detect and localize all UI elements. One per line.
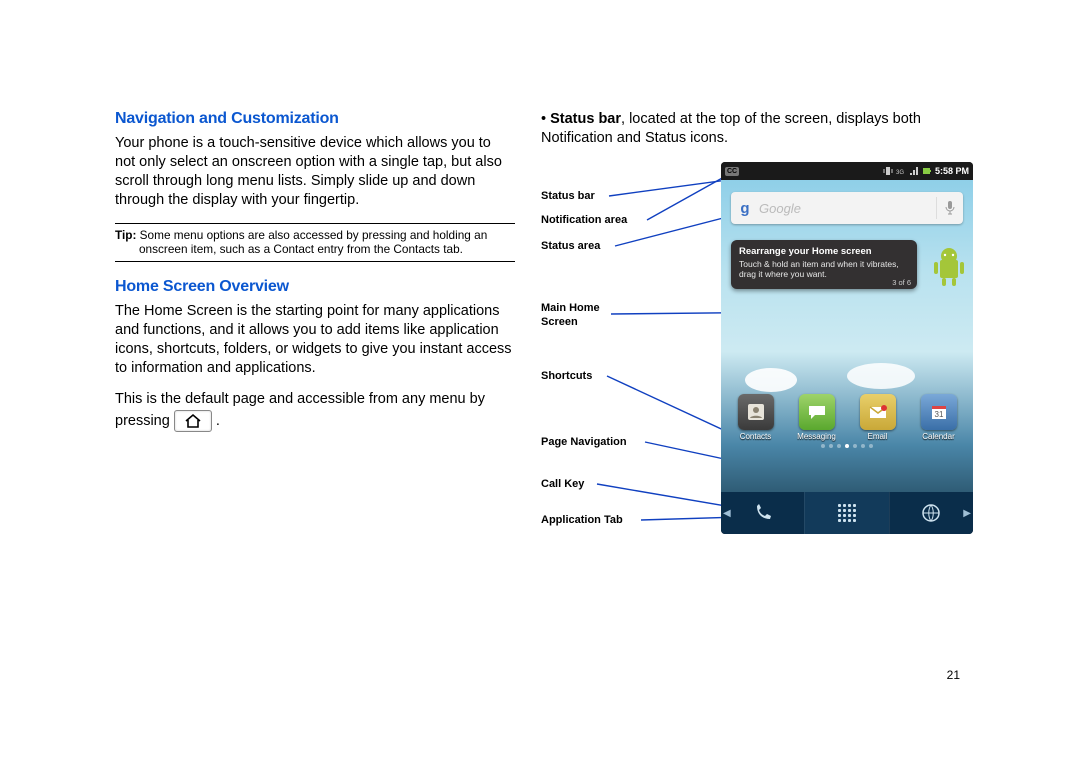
google-g-icon: g xyxy=(731,200,759,217)
shortcut-row: Contacts Messaging Email 31 xyxy=(721,390,973,444)
shortcut-label: Email xyxy=(867,432,887,441)
tip-box: Tip: Some menu options are also accessed… xyxy=(115,223,515,262)
clock-text: 5:58 PM xyxy=(935,166,969,176)
phone-mockup: CC 3G 5:58 PM g Google xyxy=(721,162,973,534)
browser-icon xyxy=(920,502,942,524)
vibrate-icon xyxy=(883,166,893,176)
status-bar-bullet: • Status bar, located at the top of the … xyxy=(541,110,975,148)
shortcut-label: Contacts xyxy=(740,432,772,441)
right-arrow-icon: ▶ xyxy=(963,508,971,519)
shortcut-label: Calendar xyxy=(922,432,954,441)
app-grid-icon xyxy=(838,504,856,522)
call-key: ◀ xyxy=(721,492,804,534)
left-arrow-icon: ◀ xyxy=(723,508,731,519)
shortcut-messaging: Messaging xyxy=(790,394,844,441)
search-widget: g Google xyxy=(731,192,963,224)
tip-text-1: Some menu options are also accessed by p… xyxy=(136,228,487,242)
application-tab xyxy=(804,492,888,534)
cc-icon: CC xyxy=(725,167,739,176)
shortcut-calendar: 31 Calendar xyxy=(912,394,966,441)
label-main-home: Main Home Screen xyxy=(541,302,600,330)
signal-icon xyxy=(909,166,919,176)
pressing-text-a: This is the default page and accessible … xyxy=(115,391,485,428)
pressing-text-b: . xyxy=(212,412,220,428)
label-status-bar: Status bar xyxy=(541,190,595,204)
search-ghost-text: Google xyxy=(759,201,936,216)
bottom-bar: ◀ ▶ xyxy=(721,492,973,534)
phone-home-screen: g Google Rearrange your Home screen Touc… xyxy=(721,180,973,492)
heading-nav-custom: Navigation and Customization xyxy=(115,110,515,128)
para-home: The Home Screen is the starting point fo… xyxy=(115,302,515,379)
bullet-bold: Status bar xyxy=(550,111,621,127)
svg-text:31: 31 xyxy=(934,410,943,419)
tooltip-body: Touch & hold an item and when it vibrate… xyxy=(739,259,909,279)
label-notification-area: Notification area xyxy=(541,214,627,228)
battery-icon xyxy=(922,166,932,176)
para-nav: Your phone is a touch-sensitive device w… xyxy=(115,134,515,211)
phone-diagram: Status bar Notification area Status area… xyxy=(541,162,975,562)
android-icon xyxy=(931,246,967,288)
home-key-icon xyxy=(174,410,212,432)
tooltip-title: Rearrange your Home screen xyxy=(739,246,909,257)
label-page-navigation: Page Navigation xyxy=(541,436,627,450)
tip-label: Tip: xyxy=(115,228,136,242)
phone-icon xyxy=(752,502,774,524)
svg-text:3G: 3G xyxy=(896,170,904,176)
right-segment: ▶ xyxy=(889,492,973,534)
label-status-area: Status area xyxy=(541,240,600,254)
page-number: 21 xyxy=(947,668,960,682)
phone-status-bar: CC 3G 5:58 PM xyxy=(721,162,973,180)
label-application-tab: Application Tab xyxy=(541,514,623,528)
tooltip-page: 3 of 6 xyxy=(892,278,911,287)
para-pressing: This is the default page and accessible … xyxy=(115,390,515,431)
page-navigation-dots xyxy=(721,444,973,448)
rearrange-tooltip: Rearrange your Home screen Touch & hold … xyxy=(731,240,917,289)
label-call-key: Call Key xyxy=(541,478,584,492)
shortcut-email: Email xyxy=(851,394,905,441)
data-3g-icon: 3G xyxy=(896,166,906,176)
tip-text-2: onscreen item, such as a Contact entry f… xyxy=(115,242,515,257)
shortcut-contacts: Contacts xyxy=(729,394,783,441)
mic-icon xyxy=(936,197,963,219)
label-shortcuts: Shortcuts xyxy=(541,370,592,384)
heading-home-overview: Home Screen Overview xyxy=(115,278,515,296)
shortcut-label: Messaging xyxy=(797,432,836,441)
